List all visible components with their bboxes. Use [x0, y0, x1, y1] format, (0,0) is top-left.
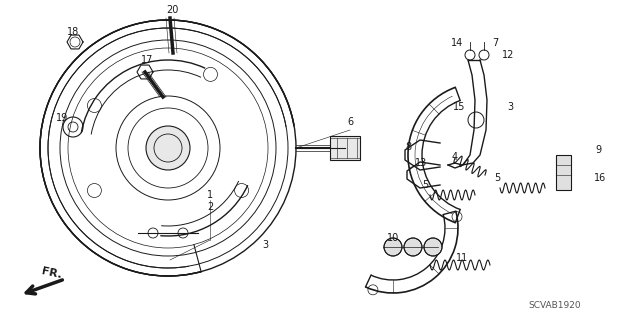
Text: 11: 11: [456, 253, 468, 263]
Circle shape: [384, 238, 402, 256]
Text: 1: 1: [207, 190, 213, 200]
Text: 12: 12: [502, 50, 514, 60]
Circle shape: [404, 238, 422, 256]
Text: 3: 3: [262, 240, 268, 250]
Bar: [330, 136, 360, 160]
Text: SCVAB1920: SCVAB1920: [529, 301, 581, 310]
Text: FR.: FR.: [41, 266, 63, 280]
Bar: [556, 155, 571, 190]
Circle shape: [424, 238, 442, 256]
Text: 5: 5: [422, 180, 428, 190]
Text: 15: 15: [453, 102, 465, 112]
Text: 18: 18: [67, 27, 79, 37]
Text: 16: 16: [594, 173, 606, 183]
Text: 14: 14: [451, 38, 463, 48]
Text: 4: 4: [452, 152, 458, 162]
Text: 5: 5: [494, 173, 500, 183]
Text: 9: 9: [595, 145, 601, 155]
Text: 19: 19: [56, 113, 68, 123]
Text: 6: 6: [347, 117, 353, 127]
Text: 8: 8: [405, 142, 411, 152]
Text: 13: 13: [415, 158, 427, 168]
Text: 7: 7: [492, 38, 498, 48]
Text: 17: 17: [141, 55, 153, 65]
Text: 3: 3: [507, 102, 513, 112]
Text: 2: 2: [207, 202, 213, 212]
Text: 20: 20: [166, 5, 178, 15]
Circle shape: [146, 126, 190, 170]
Text: 10: 10: [387, 233, 399, 243]
